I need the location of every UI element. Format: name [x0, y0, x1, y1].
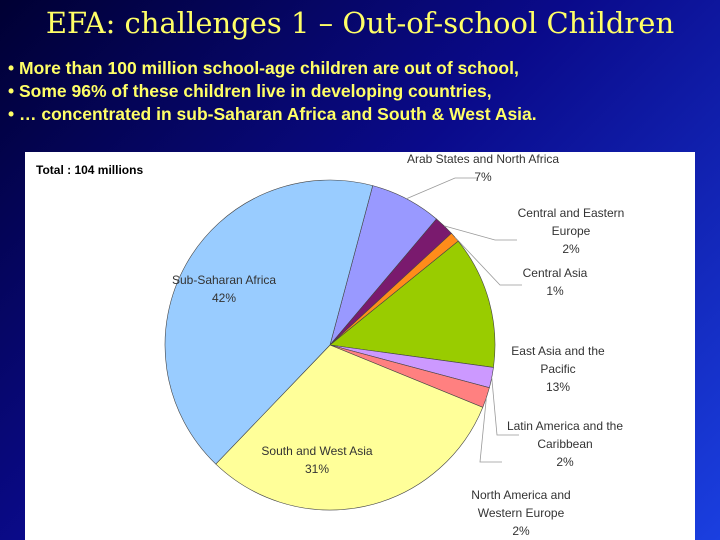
- slice-label: Latin America and the Caribbean: [506, 419, 624, 451]
- slice-value-label: 2%: [556, 455, 574, 469]
- leader-line: [454, 236, 522, 286]
- slice-value-label: 42%: [211, 291, 237, 305]
- slice-label: South and West Asia: [261, 444, 373, 458]
- pie-slice: [164, 179, 374, 465]
- slice-label: North America and Western Europe: [471, 488, 571, 520]
- chart-subtitle: Total : 104 millions: [36, 163, 144, 177]
- slice-label: Central Asia: [522, 266, 588, 280]
- slice-label: East Asia and the Pacific: [511, 344, 605, 376]
- slice-label: Central and Eastern Europe: [517, 206, 625, 238]
- bullet: Some 96% of these children live in devel…: [8, 81, 537, 104]
- slice-label: Arab States and North Africa: [406, 152, 560, 166]
- leader-line: [491, 377, 519, 436]
- bullet-list: More than 100 million school-age childre…: [8, 58, 537, 127]
- slice-value-label: 2%: [512, 524, 530, 538]
- leader-line: [444, 225, 517, 241]
- slice-value-label: 2%: [562, 242, 580, 256]
- slice-value-label: 13%: [545, 380, 571, 394]
- slice-value-label: 1%: [546, 284, 564, 298]
- bullet: … concentrated in sub-Saharan Africa and…: [8, 104, 537, 127]
- slice-value-label: 31%: [304, 462, 330, 476]
- pie-slice: [215, 344, 484, 511]
- slide-title: EFA: challenges 1 – Out-of-school Childr…: [45, 6, 675, 40]
- slice-value-label: 7%: [474, 170, 492, 184]
- pie-slice: [329, 240, 496, 368]
- leader-line: [406, 177, 477, 200]
- slice-label: Sub-Saharan Africa: [171, 273, 277, 287]
- leader-line: [479, 397, 502, 463]
- bullet: More than 100 million school-age childre…: [8, 58, 537, 81]
